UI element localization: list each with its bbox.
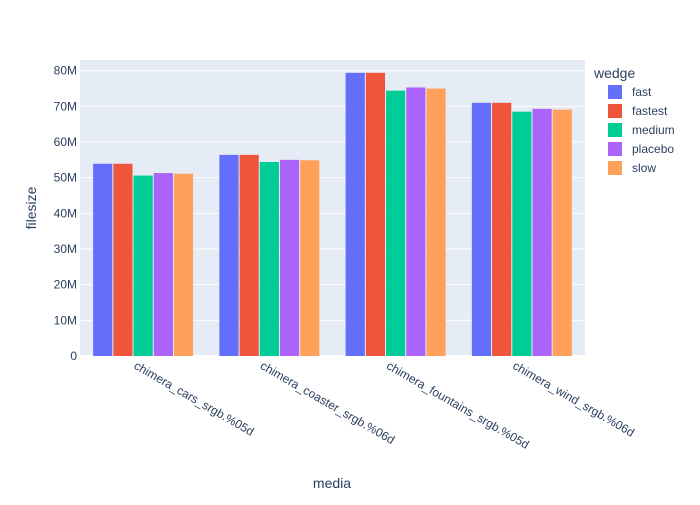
- bars: [93, 72, 572, 357]
- legend-swatch: [608, 104, 622, 118]
- x-tick-label: chimera_cars_srgb.%05d: [132, 358, 257, 438]
- bar-medium-1[interactable]: [259, 161, 279, 356]
- bar-medium-0[interactable]: [133, 175, 153, 356]
- x-axis-title: media: [313, 475, 351, 491]
- y-axis-ticks: 0 10M 20M 30M 40M 50M 60M 70M 80M: [54, 64, 78, 363]
- legend-item-fastest[interactable]: fastest: [608, 104, 668, 118]
- bar-placebo-0[interactable]: [153, 173, 173, 356]
- legend-label: slow: [632, 161, 656, 175]
- bar-fastest-2[interactable]: [365, 72, 386, 356]
- y-tick-label: 30M: [54, 242, 77, 256]
- legend-swatch: [608, 142, 622, 156]
- y-tick-label: 10M: [54, 313, 77, 327]
- y-tick-label: 20M: [54, 278, 77, 292]
- bar-fastest-0[interactable]: [113, 163, 133, 356]
- legend-title: wedge: [593, 65, 635, 81]
- y-tick-label: 60M: [54, 135, 77, 149]
- legend-swatch: [608, 85, 622, 99]
- x-tick-label: chimera_wind_srgb.%06d: [510, 358, 637, 439]
- legend-label: medium: [632, 123, 675, 137]
- bar-medium-2[interactable]: [386, 90, 406, 357]
- bar-fast-3[interactable]: [471, 102, 492, 356]
- bar-fastest-1[interactable]: [239, 154, 259, 356]
- bar-placebo-3[interactable]: [532, 108, 552, 356]
- legend-item-slow[interactable]: slow: [608, 161, 656, 175]
- x-tick-label: chimera_fountains_srgb.%05d: [384, 358, 531, 451]
- bar-slow-3[interactable]: [552, 109, 572, 357]
- legend-label: fastest: [632, 104, 668, 118]
- x-tick-label: chimera_coaster_srgb.%06d: [258, 358, 397, 446]
- bar-slow-2[interactable]: [426, 88, 446, 356]
- bar-fastest-3[interactable]: [492, 102, 512, 356]
- y-tick-label: 80M: [54, 64, 77, 78]
- bar-slow-0[interactable]: [173, 173, 194, 356]
- legend-swatch: [608, 123, 622, 137]
- bar-placebo-2[interactable]: [406, 87, 426, 357]
- bar-placebo-1[interactable]: [279, 159, 300, 356]
- y-tick-label: 50M: [54, 171, 77, 185]
- legend-item-placebo[interactable]: placebo: [608, 142, 674, 156]
- legend-swatch: [608, 161, 622, 175]
- legend-item-fast[interactable]: fast: [608, 85, 652, 99]
- y-axis-title: filesize: [23, 186, 39, 229]
- bar-medium-3[interactable]: [512, 111, 532, 356]
- bar-fast-1[interactable]: [219, 154, 239, 356]
- legend: wedge fast fastest medium placebo slow: [593, 65, 675, 175]
- bar-fast-2[interactable]: [345, 72, 365, 356]
- bar-fast-0[interactable]: [93, 163, 113, 356]
- y-tick-label: 40M: [54, 206, 77, 220]
- legend-label: placebo: [632, 142, 674, 156]
- y-tick-label: 0: [70, 349, 77, 363]
- legend-label: fast: [632, 85, 652, 99]
- bar-slow-1[interactable]: [300, 160, 320, 356]
- legend-item-medium[interactable]: medium: [608, 123, 675, 137]
- x-axis-ticks: chimera_cars_srgb.%05d chimera_coaster_sr…: [132, 358, 637, 451]
- y-tick-label: 70M: [54, 99, 77, 113]
